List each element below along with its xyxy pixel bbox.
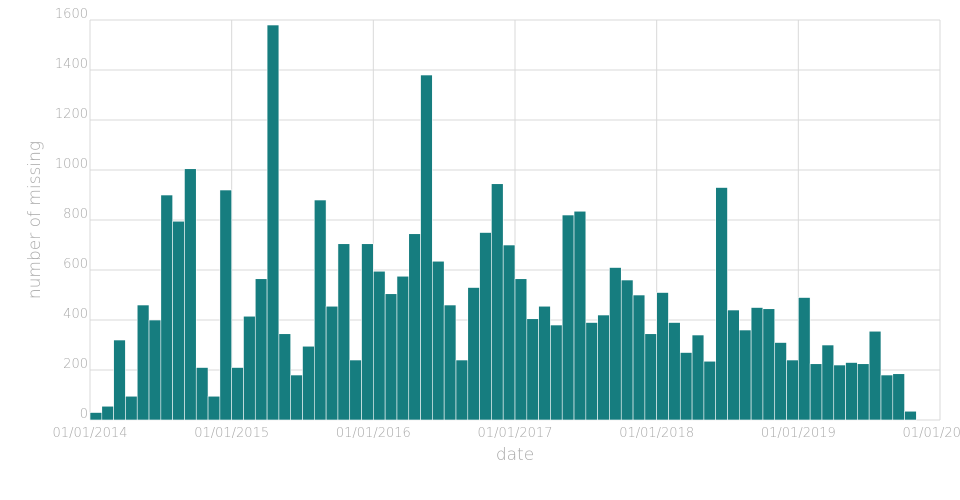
histogram-bar — [325, 305, 339, 421]
y-tick-label: 1200 — [55, 107, 88, 122]
y-tick-label: 800 — [63, 207, 88, 222]
histogram-bar — [750, 307, 764, 421]
histogram-bar — [727, 309, 740, 421]
histogram-bar — [644, 333, 657, 421]
histogram-bar — [904, 410, 917, 421]
histogram-bar — [656, 292, 669, 421]
histogram-bar — [266, 24, 280, 421]
histogram-bar — [278, 333, 291, 421]
y-tick-label: 1400 — [55, 57, 88, 72]
histogram-bar — [349, 359, 362, 421]
histogram-bar — [443, 304, 457, 421]
histogram-bar — [668, 322, 681, 421]
histogram-bar — [337, 243, 351, 421]
x-tick-label: 01/01/2016 — [336, 426, 411, 441]
histogram-bar — [585, 322, 598, 421]
histogram-bar — [739, 329, 752, 421]
histogram-bar — [786, 359, 799, 421]
histogram-bar — [609, 267, 622, 421]
histogram-bars — [89, 24, 917, 421]
histogram-bar — [361, 243, 374, 421]
histogram-bar — [561, 214, 575, 421]
histogram-bar — [809, 363, 823, 421]
x-tick-label: 01/01/2014 — [53, 426, 128, 441]
histogram-bar — [502, 244, 516, 421]
histogram-bar — [184, 168, 197, 421]
histogram-bar — [514, 278, 528, 421]
histogram-bar — [774, 342, 787, 421]
histogram-bar — [455, 359, 469, 421]
histogram-bar — [632, 294, 646, 421]
histogram-bar — [679, 352, 693, 421]
histogram-bar — [845, 362, 858, 421]
histogram-bar — [408, 233, 421, 421]
x-tick-label: 01/01/2015 — [194, 426, 269, 441]
histogram-bar — [479, 232, 492, 421]
histogram-bar — [691, 334, 705, 421]
histogram-bar — [821, 344, 835, 421]
histogram-bar — [160, 194, 173, 421]
histogram-bar — [620, 279, 634, 421]
histogram-bar — [833, 364, 846, 421]
histogram-bar — [491, 183, 504, 421]
x-tick-label: 01/01/2017 — [478, 426, 553, 441]
histogram-bar — [384, 293, 398, 421]
histogram-bar — [314, 199, 327, 421]
histogram-bar — [89, 412, 103, 421]
x-tick-label: 01/01/2019 — [761, 426, 836, 441]
y-tick-label: 200 — [63, 357, 88, 372]
histogram-bar — [573, 210, 587, 421]
histogram-bar — [597, 314, 610, 421]
y-axis-tick-labels: 0 200 400 600 800 1000 1200 1400 1600 — [55, 7, 88, 422]
y-tick-label: 1000 — [55, 157, 88, 172]
x-axis-title: date — [496, 445, 534, 465]
histogram-bar — [880, 374, 894, 421]
y-tick-label: 600 — [63, 257, 88, 272]
histogram-bar — [125, 395, 138, 421]
x-axis-tick-labels: 01/01/2014 01/01/2015 01/01/2016 01/01/2017… — [53, 426, 960, 441]
y-tick-label: 1600 — [55, 7, 88, 22]
histogram-bar — [868, 330, 882, 421]
histogram-bar — [762, 308, 776, 421]
histogram-bar — [396, 275, 410, 421]
histogram-bar — [538, 305, 551, 421]
histogram-bar — [231, 367, 244, 421]
histogram-bar — [798, 297, 811, 421]
histogram-bar — [219, 189, 232, 421]
histogram-bar — [290, 374, 303, 421]
histogram-bar — [113, 339, 126, 421]
y-tick-label: 400 — [63, 307, 88, 322]
histogram-bar — [857, 363, 870, 421]
histogram-bar — [892, 373, 905, 421]
histogram-bar — [254, 278, 268, 421]
histogram-bar — [550, 324, 563, 421]
x-tick-label: 01/01/2018 — [619, 426, 694, 441]
histogram-bar — [148, 319, 162, 421]
y-tick-label: 0 — [80, 407, 88, 422]
y-axis-title: number of missing — [25, 141, 45, 299]
histogram-bar — [207, 395, 221, 421]
histogram-bar — [703, 360, 716, 421]
x-tick-label: 01/01/2020 — [903, 426, 960, 441]
histogram-bar — [420, 74, 433, 421]
histogram-bar — [526, 318, 539, 421]
histogram-bar — [243, 315, 256, 421]
histogram-bar — [172, 220, 185, 421]
histogram-bar — [195, 367, 209, 421]
histogram-bar — [136, 304, 150, 421]
histogram-bar — [432, 260, 445, 421]
histogram-bar — [302, 345, 315, 421]
histogram-bar — [373, 270, 386, 421]
histogram-bar — [715, 187, 728, 421]
histogram-bar — [467, 287, 480, 421]
histogram-bar — [101, 405, 114, 421]
